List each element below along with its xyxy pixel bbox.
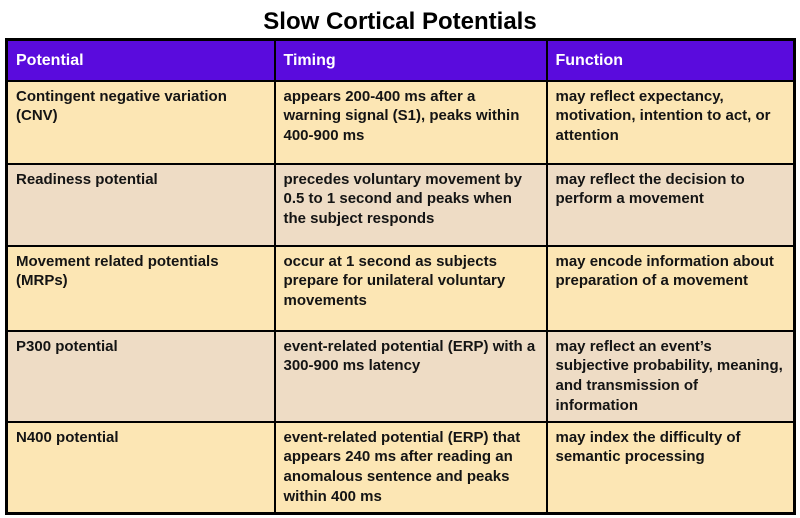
cell-function: may reflect an event’s subjective probab… xyxy=(545,329,796,423)
slow-cortical-potentials-table: Potential Timing Function Contingent neg… xyxy=(5,38,796,515)
cell-potential: Contingent negative variation (CNV) xyxy=(5,79,276,165)
column-header-timing: Timing xyxy=(273,38,548,82)
header-row: Potential Timing Function xyxy=(5,38,796,82)
cell-function: may reflect expectancy, motivation, inte… xyxy=(545,79,796,165)
cell-function: may encode information about preparation… xyxy=(545,244,796,332)
cell-potential: N400 potential xyxy=(5,420,276,515)
table-row: Movement related potentials (MRPs) occur … xyxy=(5,244,796,332)
cell-timing: precedes voluntary movement by 0.5 to 1 … xyxy=(273,162,548,247)
table-body: Contingent negative variation (CNV) appea… xyxy=(5,79,796,515)
column-header-function: Function xyxy=(545,38,796,82)
page-title: Slow Cortical Potentials xyxy=(263,8,537,35)
cell-function: may index the difficulty of semantic pro… xyxy=(545,420,796,515)
cell-timing: event-related potential (ERP) that appea… xyxy=(273,420,548,515)
cell-timing: appears 200-400 ms after a warning signa… xyxy=(273,79,548,165)
cell-potential: Readiness potential xyxy=(5,162,276,247)
cell-timing: occur at 1 second as subjects prepare fo… xyxy=(273,244,548,332)
table-row: Contingent negative variation (CNV) appea… xyxy=(5,79,796,165)
table-row: P300 potential event-related potential (E… xyxy=(5,329,796,423)
table-row: N400 potential event-related potential (E… xyxy=(5,420,796,515)
cell-potential: P300 potential xyxy=(5,329,276,423)
cell-potential: Movement related potentials (MRPs) xyxy=(5,244,276,332)
cell-function: may reflect the decision to perform a mo… xyxy=(545,162,796,247)
table-row: Readiness potential precedes voluntary mo… xyxy=(5,162,796,247)
cell-timing: event-related potential (ERP) with a 300… xyxy=(273,329,548,423)
column-header-potential: Potential xyxy=(5,38,276,82)
